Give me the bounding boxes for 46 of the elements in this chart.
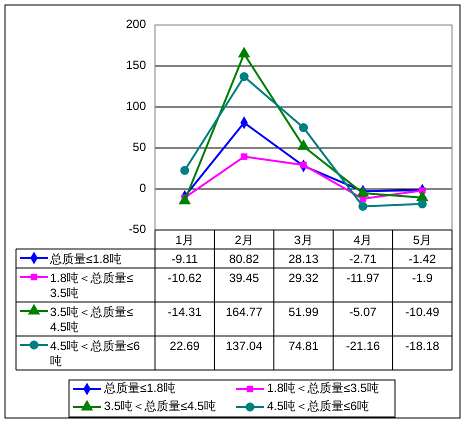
data-label: 74.81 [288,339,319,353]
text: 1.8吨＜总质量≤3.5吨 [267,381,379,396]
data-label: 80.82 [229,252,260,266]
legend-label: 4.5吨＜总质量≤6吨 [50,339,140,368]
point [180,166,190,175]
x-tick-label: 3月 [294,233,313,247]
legend-label: 3.5吨＜总质量≤4.5吨 [50,305,134,334]
data-label: 29.32 [288,271,319,285]
point [299,123,308,132]
text: 3.5吨＜总质量≤4.5吨 [104,399,216,414]
data-label: -9.11 [171,252,198,266]
data-label: -5.07 [349,305,377,319]
y-tick-label: 0 [139,181,146,196]
point [240,153,248,160]
point [178,194,190,204]
y-tick-label: 100 [126,99,146,114]
x-tick-label: 5月 [412,233,432,247]
y-tick-label: 200 [126,17,146,32]
point [418,199,427,208]
text: 4.5吨＜总质量≤6吨 [267,399,369,414]
data-label: -2.71 [349,252,377,266]
data-label: -10.49 [405,305,440,319]
y-tick-label: 50 [132,140,146,154]
data-label: 22.69 [170,339,200,353]
data-label: -10.62 [168,271,202,285]
x-tick-label: 1月 [175,233,194,247]
point [240,72,249,82]
x-tick-label: 4月 [354,233,372,247]
y-tick-label: 150 [126,58,146,72]
data-label: -1.42 [408,252,436,266]
point [358,202,368,211]
data-label: -18.18 [405,339,440,353]
data-label: -11.97 [346,271,380,285]
data-label: -21.16 [346,339,380,353]
data-label: 137.04 [226,339,263,353]
data-label: 28.13 [288,252,319,266]
y-tick-label: -50 [128,222,146,236]
data-label: -14.31 [168,305,202,319]
data-label: -1.9 [412,271,433,285]
x-tick-label: 2月 [234,233,254,247]
text: 总质量≤1.8吨 [104,381,176,396]
data-label: 51.99 [288,305,319,319]
legend-label: 1.8吨＜总质量≤3.5吨 [50,271,134,300]
data-label: 39.45 [229,271,260,285]
legend-label: 总质量≤1.8吨 [49,252,122,266]
data-label: 164.77 [226,305,263,319]
